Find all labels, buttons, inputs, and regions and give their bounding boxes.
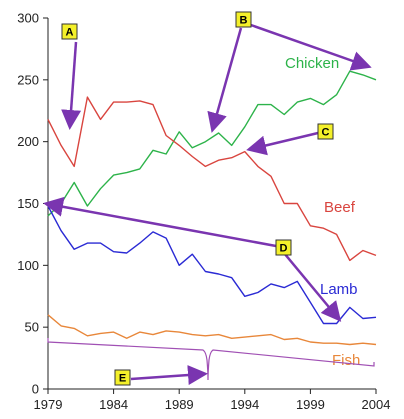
svg-text:D: D (280, 243, 288, 255)
svg-text:C: C (322, 127, 330, 139)
arrow-e (130, 365, 208, 386)
y-tick-label: 50 (25, 320, 39, 335)
y-tick-label: 250 (17, 72, 39, 87)
y-tick-label: 300 (17, 11, 39, 26)
series-label-beef: Beef (324, 199, 356, 216)
fish-brace (47, 338, 375, 381)
marker-c: C (317, 123, 334, 140)
arrow-d-right (283, 252, 342, 322)
x-tick-label: 2004 (362, 397, 391, 412)
x-tick-label: 1994 (230, 397, 259, 412)
series-labels: Chicken Beef Lamb Fish (285, 55, 360, 369)
marker-b: B (235, 11, 252, 28)
arrow-b-right (247, 22, 372, 71)
y-tick-label: 100 (17, 258, 39, 273)
series-label-fish: Fish (332, 352, 360, 369)
series-line-fish (47, 314, 377, 346)
series-label-lamb: Lamb (320, 281, 358, 298)
marker-a: A (61, 23, 78, 40)
series-label-chicken: Chicken (285, 55, 339, 72)
series-line-chicken (47, 70, 377, 217)
y-tick-label: 0 (32, 382, 39, 397)
chart-axes: 0 50 100 150 200 250 300 1979 1984 1989 1994 1999 20… (17, 11, 390, 413)
x-tick-label: 1989 (165, 397, 194, 412)
y-tick-label: 200 (17, 134, 39, 149)
svg-text:A: A (66, 27, 74, 39)
y-tick-label: 150 (17, 196, 39, 211)
arrow-d-left (43, 196, 277, 248)
marker-d: D (275, 239, 292, 256)
series-line-beef (47, 96, 377, 262)
x-tick-label: 1999 (296, 397, 325, 412)
x-tick-label: 1979 (34, 397, 63, 412)
marker-e: E (114, 369, 131, 386)
annotations: A B C D E (43, 11, 375, 386)
arrow-c (246, 131, 319, 156)
arrow-a (61, 41, 82, 130)
arrow-b-left (207, 27, 243, 133)
x-tick-label: 1984 (99, 397, 128, 412)
svg-text:B: B (240, 15, 248, 27)
svg-text:E: E (119, 373, 126, 385)
